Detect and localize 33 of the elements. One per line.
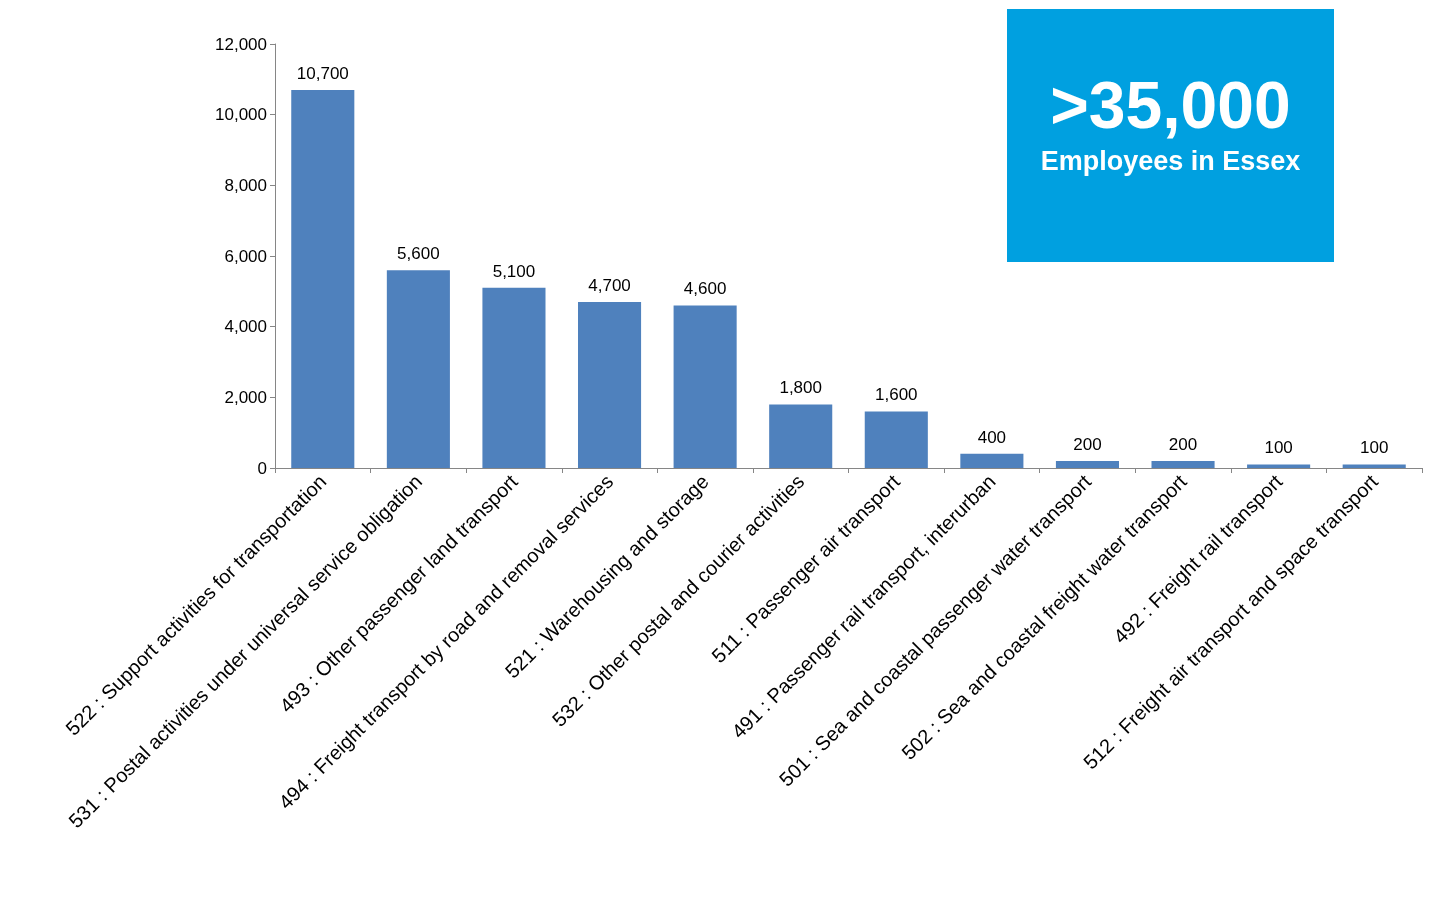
data-label: 5,600 xyxy=(397,244,440,264)
y-tick-label: 10,000 xyxy=(215,105,267,125)
data-label: 5,100 xyxy=(492,261,536,281)
y-tick-label: 2,000 xyxy=(224,387,267,407)
bar xyxy=(1342,464,1406,468)
bar xyxy=(1151,460,1215,468)
data-label: 4,700 xyxy=(588,275,631,295)
data-label: 400 xyxy=(977,427,1007,447)
bar xyxy=(769,404,833,468)
bar xyxy=(673,305,737,468)
bar xyxy=(1247,464,1311,468)
bar xyxy=(291,89,355,468)
y-tick-label: 8,000 xyxy=(224,175,267,195)
data-label: 200 xyxy=(1168,434,1198,454)
annotation: >35,000 xyxy=(1049,67,1292,143)
data-label: 100 xyxy=(1360,438,1389,458)
data-label: 200 xyxy=(1073,434,1102,454)
bar xyxy=(864,411,928,468)
bar xyxy=(386,270,450,468)
bar xyxy=(960,453,1024,468)
y-tick-label: 4,000 xyxy=(224,317,267,337)
y-tick-label: 12,000 xyxy=(215,34,267,54)
bar xyxy=(1055,460,1119,468)
data-label: 1,800 xyxy=(779,378,822,398)
y-tick-label: 0 xyxy=(257,458,267,478)
bar xyxy=(578,301,642,468)
data-label: 100 xyxy=(1264,438,1293,458)
data-label: 10,700 xyxy=(296,63,349,83)
bar xyxy=(482,287,546,468)
annotation: Employees in Essex xyxy=(1039,145,1302,178)
data-label: 1,600 xyxy=(875,385,918,405)
y-tick-label: 6,000 xyxy=(224,246,267,266)
data-label: 4,600 xyxy=(683,279,727,299)
